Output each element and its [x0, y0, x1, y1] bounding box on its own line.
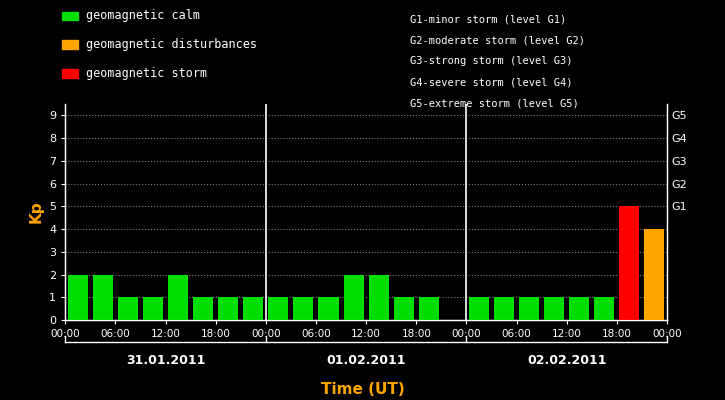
Bar: [368, 274, 389, 320]
Bar: [193, 297, 213, 320]
Text: 31.01.2011: 31.01.2011: [126, 354, 205, 366]
Bar: [67, 274, 88, 320]
Text: 01.02.2011: 01.02.2011: [326, 354, 406, 366]
Bar: [619, 206, 639, 320]
Bar: [344, 274, 364, 320]
Bar: [93, 274, 113, 320]
Bar: [118, 297, 138, 320]
Text: 02.02.2011: 02.02.2011: [527, 354, 606, 366]
Bar: [318, 297, 339, 320]
Bar: [419, 297, 439, 320]
Bar: [594, 297, 614, 320]
Text: geomagnetic disturbances: geomagnetic disturbances: [86, 38, 257, 51]
Bar: [519, 297, 539, 320]
Text: geomagnetic calm: geomagnetic calm: [86, 10, 200, 22]
Bar: [218, 297, 239, 320]
Bar: [244, 297, 263, 320]
Bar: [569, 297, 589, 320]
Bar: [168, 274, 188, 320]
Text: G1-minor storm (level G1): G1-minor storm (level G1): [410, 14, 566, 24]
Bar: [394, 297, 414, 320]
Bar: [544, 297, 564, 320]
Text: G5-extreme storm (level G5): G5-extreme storm (level G5): [410, 99, 579, 109]
Text: G4-severe storm (level G4): G4-severe storm (level G4): [410, 78, 572, 88]
Text: Time (UT): Time (UT): [320, 382, 405, 398]
Bar: [469, 297, 489, 320]
Text: G3-strong storm (level G3): G3-strong storm (level G3): [410, 56, 572, 66]
Bar: [294, 297, 313, 320]
Bar: [494, 297, 514, 320]
Bar: [268, 297, 289, 320]
Bar: [645, 229, 665, 320]
Text: G2-moderate storm (level G2): G2-moderate storm (level G2): [410, 35, 584, 45]
Text: geomagnetic storm: geomagnetic storm: [86, 67, 207, 80]
Y-axis label: Kp: Kp: [28, 201, 44, 223]
Bar: [143, 297, 163, 320]
